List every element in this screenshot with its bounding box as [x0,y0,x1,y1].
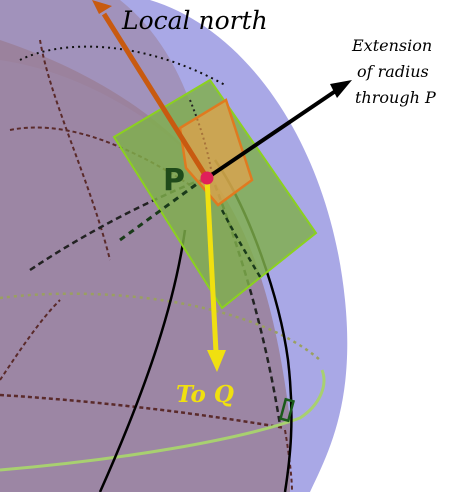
parallel-line-2 [0,393,286,430]
meridian-dashed-3 [213,184,282,426]
plane-dashed-line-2 [220,209,264,281]
meridian-dashed-5 [284,429,293,492]
radius-arrow-shaft [205,86,342,180]
north-arrow-head [92,0,112,14]
label-extension-line1: Extension [351,36,432,55]
pentagon [178,98,254,207]
label-local-north: Local north [121,6,268,35]
equator-front [0,369,326,472]
meridian-dashed-1 [39,39,111,261]
to-q-arrow-head [207,350,226,372]
to-q-arrow-shaft [204,177,219,353]
radius-arrow-head [330,80,352,98]
sphere-shaded-region [0,40,290,492]
label-point-p: P [163,163,185,198]
q-marker [279,397,295,423]
equator-back [0,292,321,361]
sphere-shaded-top [0,0,210,175]
point-p [200,171,214,185]
label-extension-line3: through P [355,88,436,107]
meridian-solid-lower [98,229,187,492]
north-arrow-shaft [101,12,210,180]
label-to-q: To Q [176,381,234,408]
label-extension-line2: of radius [357,62,429,81]
